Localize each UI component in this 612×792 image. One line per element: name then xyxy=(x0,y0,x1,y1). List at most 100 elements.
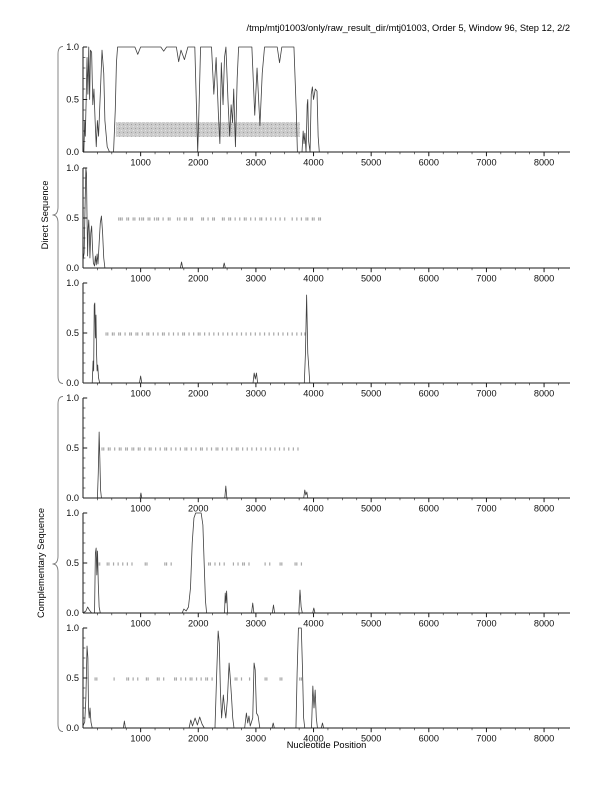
orf-marker xyxy=(148,332,150,336)
orf-marker xyxy=(145,677,147,681)
orf-marker xyxy=(281,677,283,681)
chart-panel-direct-panel-1: 1000 2000 3000 4000 5000 6000 7000 8000 0.0 0.5 1.… xyxy=(66,43,570,168)
orf-marker xyxy=(240,677,243,681)
y-tick-label: 0.0 xyxy=(66,723,79,733)
y-tick-label: 0.5 xyxy=(66,213,79,223)
orf-marker xyxy=(184,447,186,451)
orf-marker xyxy=(209,562,211,566)
x-tick-label: 8000 xyxy=(534,274,554,284)
orf-marker xyxy=(137,332,139,336)
orf-marker xyxy=(260,447,262,451)
orf-marker xyxy=(190,217,192,221)
orf-marker xyxy=(183,332,186,336)
orf-marker xyxy=(304,332,306,336)
orf-marker xyxy=(307,217,309,221)
x-tick-label: 4000 xyxy=(303,389,323,399)
orf-marker xyxy=(126,447,128,451)
orf-marker xyxy=(300,217,303,221)
orf-marker xyxy=(236,332,238,336)
orf-marker xyxy=(232,562,235,566)
x-tick-label: 7000 xyxy=(476,734,496,744)
orf-marker xyxy=(221,217,224,221)
orf-marker xyxy=(279,217,281,221)
orf-marker xyxy=(168,332,170,336)
orf-marker xyxy=(185,217,187,221)
x-tick-label: 4000 xyxy=(303,619,323,629)
orf-marker xyxy=(141,217,143,221)
orf-marker xyxy=(296,562,298,566)
orf-marker xyxy=(245,217,247,221)
orf-marker xyxy=(250,217,252,221)
orf-marker xyxy=(264,677,266,681)
orf-marker xyxy=(266,677,268,681)
orf-marker xyxy=(186,447,188,451)
orf-marker xyxy=(283,447,285,451)
orf-marker xyxy=(106,562,108,566)
y-tick-label: 1.0 xyxy=(66,624,79,633)
orf-marker xyxy=(254,332,256,336)
x-tick-label: 4000 xyxy=(303,504,323,514)
orf-marker xyxy=(107,447,109,451)
orf-marker xyxy=(248,562,250,566)
y-tick-label: 0.5 xyxy=(66,95,79,105)
orf-marker xyxy=(183,217,186,221)
orf-marker xyxy=(119,217,122,221)
orf-marker xyxy=(279,562,281,566)
orf-marker xyxy=(248,677,251,681)
orf-marker xyxy=(231,332,233,336)
orf-marker xyxy=(195,447,197,451)
orf-marker xyxy=(299,677,301,681)
x-tick-label: 6000 xyxy=(419,389,439,399)
orf-marker xyxy=(234,677,236,681)
orf-marker xyxy=(120,447,122,451)
orf-marker xyxy=(150,447,152,451)
orf-marker xyxy=(246,447,248,451)
orf-marker xyxy=(227,332,229,336)
x-tick-label: 2000 xyxy=(188,504,208,514)
orf-marker xyxy=(149,217,151,221)
orf-marker xyxy=(207,217,209,221)
orf-marker xyxy=(153,217,156,221)
orf-marker xyxy=(319,217,322,221)
orf-marker xyxy=(202,217,205,221)
orf-marker xyxy=(139,447,141,451)
orf-marker xyxy=(231,447,233,451)
x-tick-label: 5000 xyxy=(361,274,381,284)
orf-marker xyxy=(163,677,165,681)
orf-marker xyxy=(103,447,105,451)
orf-marker xyxy=(155,447,157,451)
x-tick-label: 1000 xyxy=(130,389,150,399)
orf-marker xyxy=(292,447,294,451)
direct-group-brace xyxy=(52,46,64,384)
orf-marker xyxy=(242,562,244,566)
orf-marker xyxy=(112,562,115,566)
orf-marker xyxy=(147,677,149,681)
orf-marker xyxy=(184,677,187,681)
x-tick-label: 6000 xyxy=(419,734,439,744)
page-title: /tmp/mtj01003/only/raw_result_dir/mtj010… xyxy=(246,23,571,33)
orf-marker xyxy=(259,332,261,336)
orf-marker xyxy=(217,447,219,451)
orf-marker xyxy=(228,217,230,221)
orf-marker xyxy=(158,677,160,681)
orf-marker xyxy=(223,562,225,566)
orf-marker xyxy=(210,447,213,451)
orf-marker xyxy=(204,332,206,336)
orf-marker xyxy=(212,217,214,221)
y-tick-label: 0.0 xyxy=(66,608,79,618)
orf-marker xyxy=(291,217,293,221)
orf-marker xyxy=(144,447,146,451)
orf-marker xyxy=(263,332,266,336)
x-tick-label: 1000 xyxy=(130,619,150,629)
orf-marker xyxy=(101,447,103,451)
orf-marker xyxy=(191,217,194,221)
orf-marker xyxy=(124,332,126,336)
orf-marker xyxy=(291,332,293,336)
orf-marker xyxy=(141,332,143,336)
orf-marker xyxy=(240,332,243,336)
orf-marker xyxy=(229,217,232,221)
x-tick-label: 2000 xyxy=(188,158,208,168)
x-tick-label: 2000 xyxy=(188,734,208,744)
orf-marker xyxy=(133,447,135,451)
orf-marker xyxy=(268,332,270,336)
